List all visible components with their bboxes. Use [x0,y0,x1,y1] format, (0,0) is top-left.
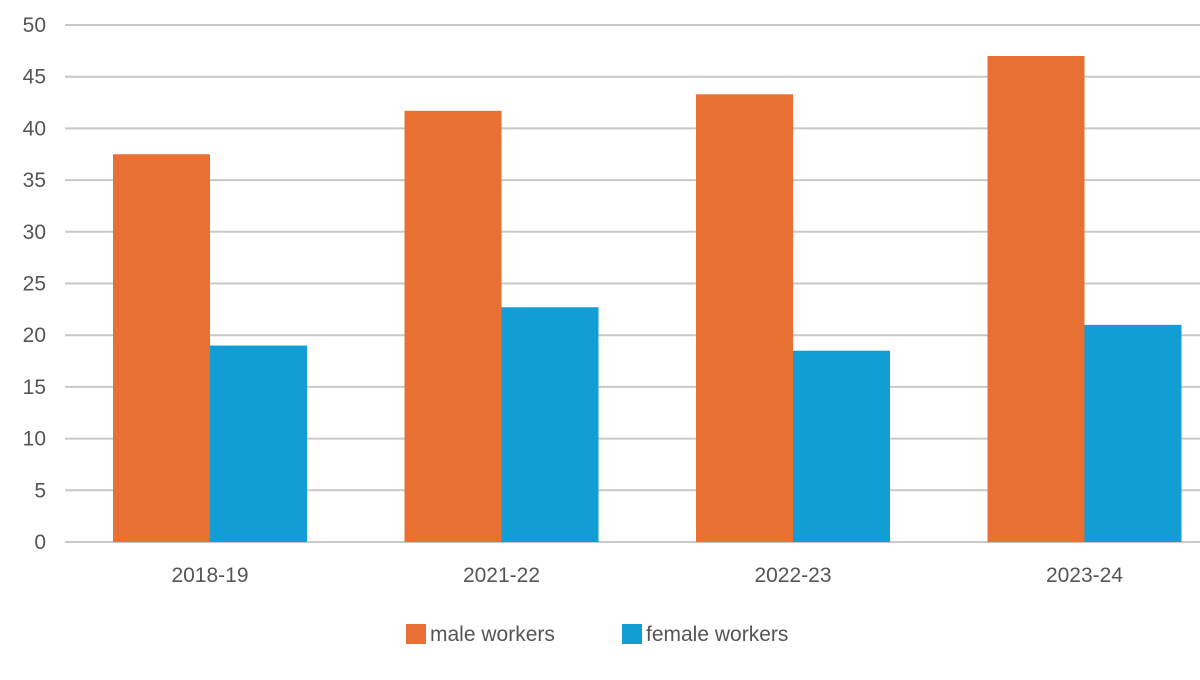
bar-female-workers-2021-22 [501,307,599,542]
x-axis-category-labels: 2018-19 2021-22 2022-23 2023-24 [171,564,1123,587]
y-tick-label: 15 [23,376,46,399]
bar-male-workers-2022-23 [696,94,793,542]
bar-female-workers-2022-23 [793,350,890,542]
bar-male-workers-2021-22 [404,110,502,543]
legend-swatch [622,624,642,644]
x-category-label: 2023-24 [1046,564,1123,587]
legend-label: female workers [646,623,788,646]
bar-male-workers-2023-24 [987,56,1085,543]
legend: male workers female workers [406,623,788,646]
y-tick-label: 5 [34,479,46,502]
x-category-label: 2021-22 [463,564,540,587]
y-tick-label: 35 [23,169,46,192]
y-tick-label: 30 [23,221,46,244]
y-axis-tick-labels: 0 5 10 15 20 25 30 35 40 45 50 [23,14,46,554]
x-category-label: 2022-23 [754,564,831,587]
x-category-label: 2018-19 [171,564,248,587]
y-tick-label: 50 [23,14,46,37]
y-tick-label: 45 [23,66,46,89]
bar-male-workers-2018-19 [113,154,210,542]
bars [113,56,1182,543]
legend-label: male workers [430,623,555,646]
y-tick-label: 40 [23,117,46,140]
y-tick-label: 10 [23,428,46,451]
bar-female-workers-2018-19 [210,345,307,542]
y-tick-label: 25 [23,273,46,296]
bar-female-workers-2023-24 [1084,324,1182,542]
y-tick-label: 20 [23,324,46,347]
legend-swatch [406,624,426,644]
y-tick-label: 0 [34,531,46,554]
